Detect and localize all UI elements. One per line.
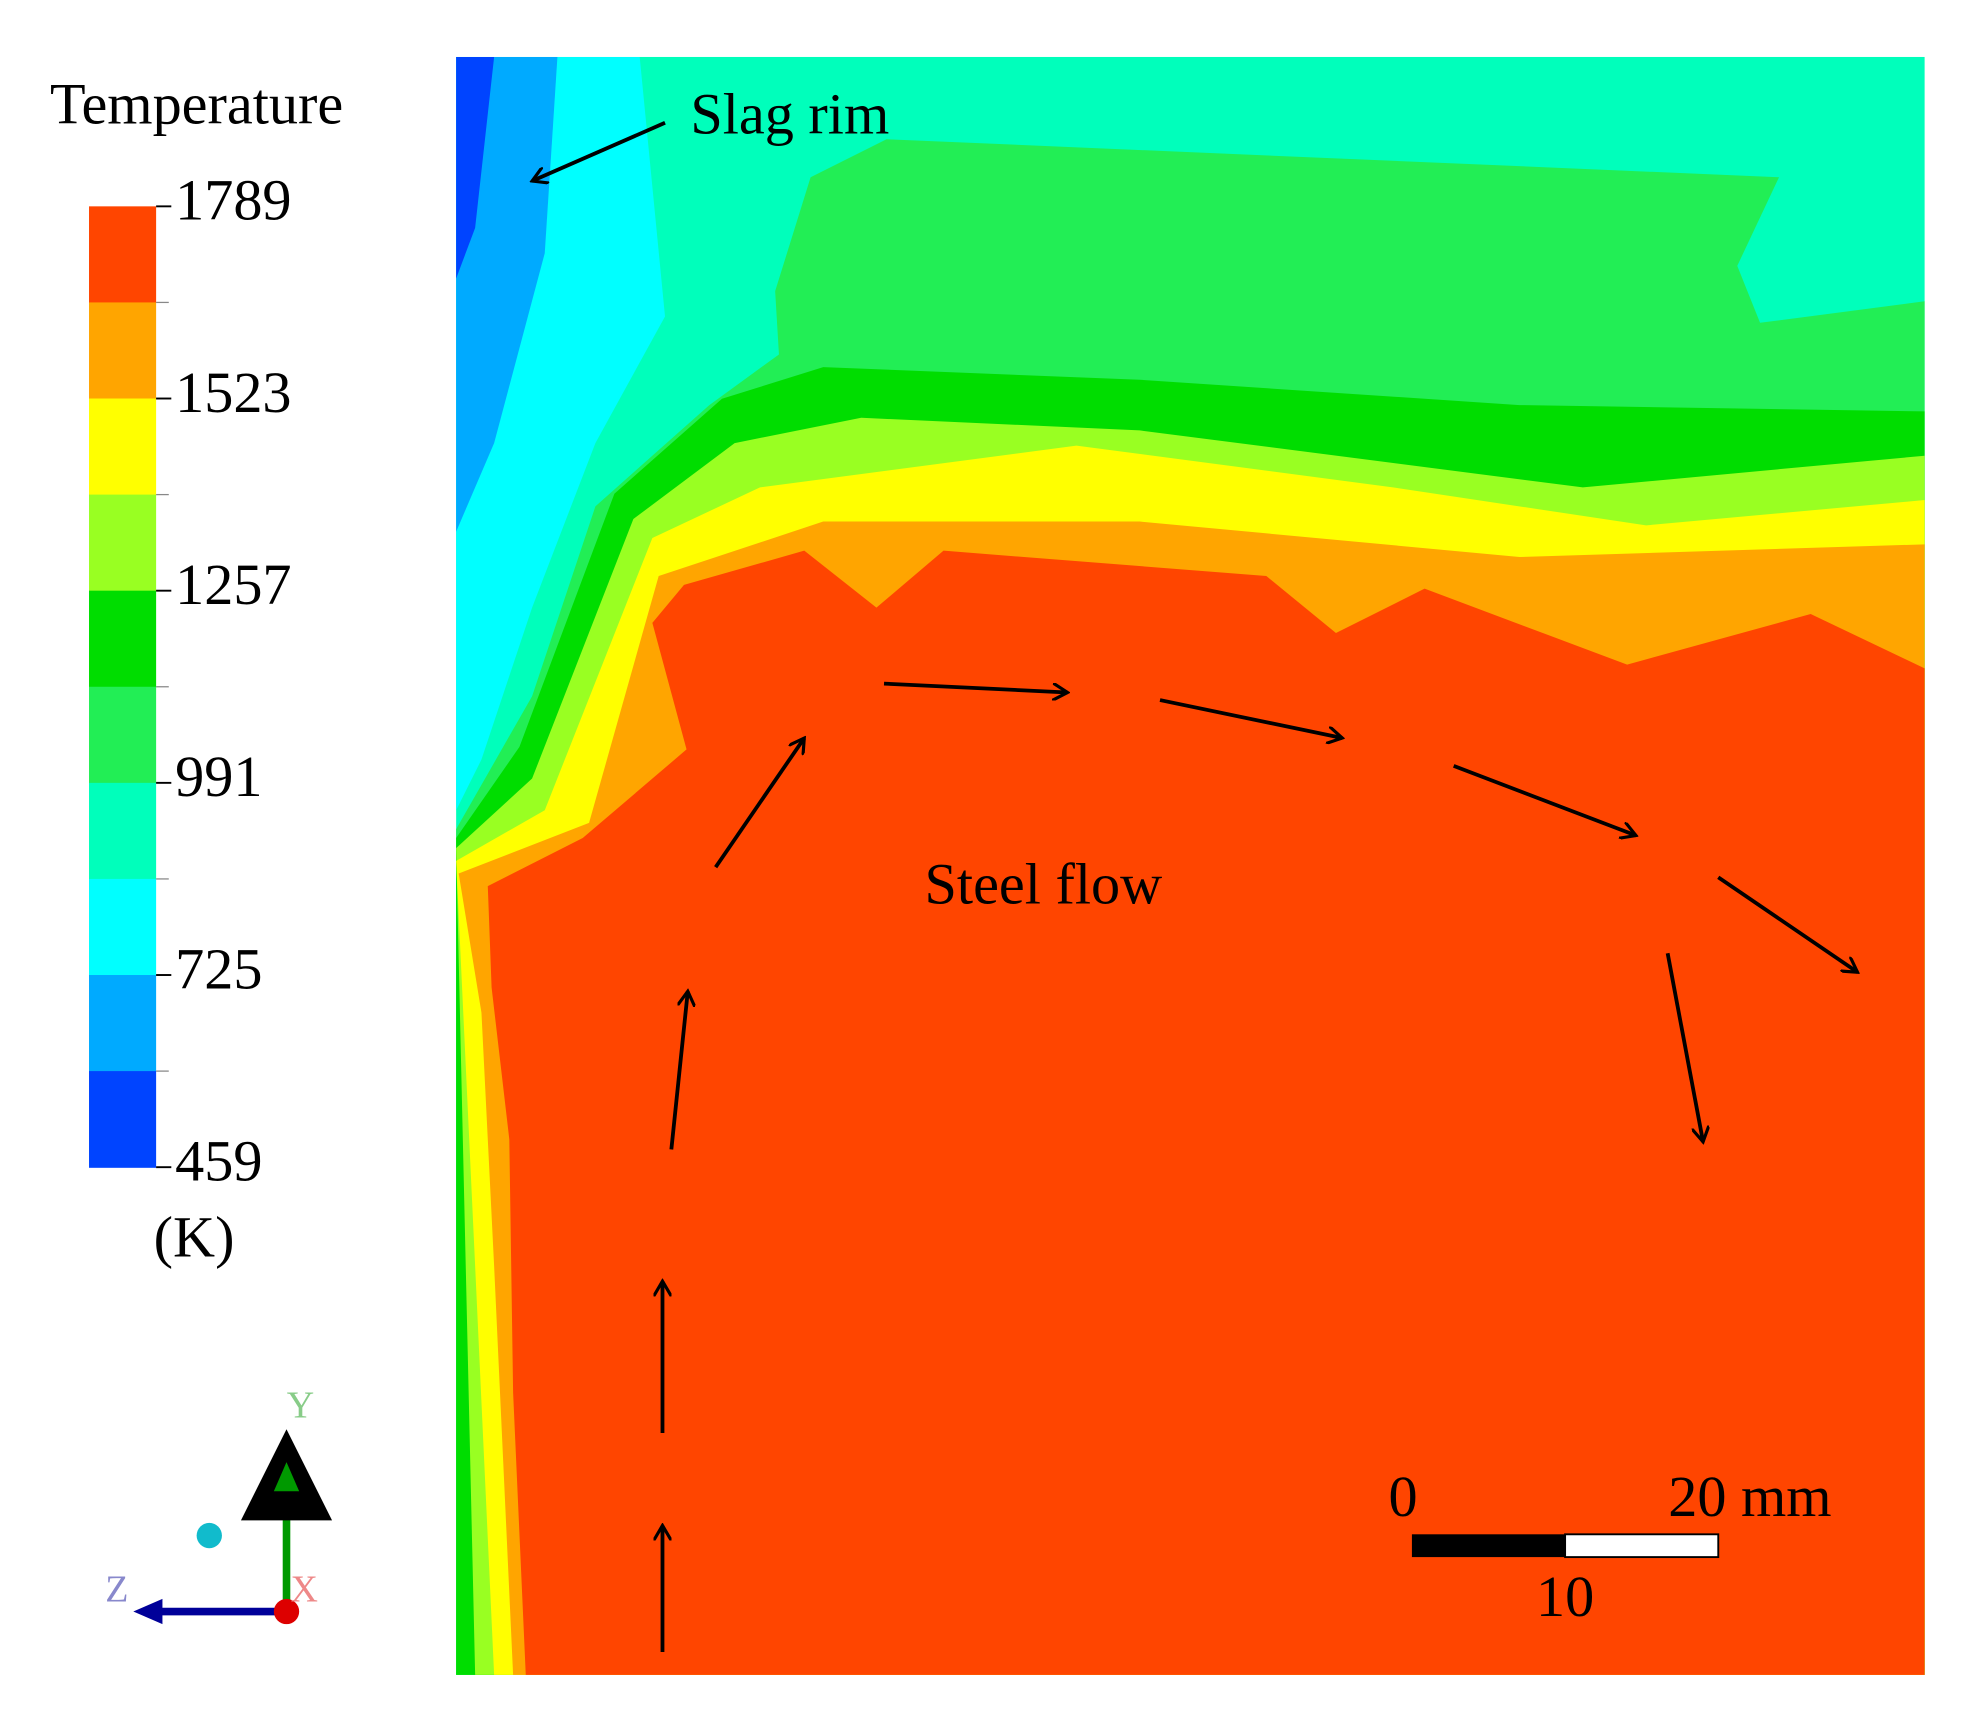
colorbar-band [89,686,157,784]
colorbar-band [89,782,157,880]
colorbar: 1789 1523 1257 991 725 459 [89,168,292,1194]
scale-start: 0 [1388,1464,1417,1529]
axis-y-label: Y [287,1385,314,1427]
scale-bar: 0 20 mm 10 [1388,1464,1831,1629]
contour-plot [456,56,1925,1675]
colorbar-band [89,398,157,496]
steel-flow-label: Steel flow [925,851,1163,916]
colorbar-tick-label: 459 [175,1129,262,1194]
axis-triad: Y Z X [105,1385,333,1625]
legend-unit: (K) [154,1204,235,1269]
colorbar-band [89,1071,157,1168]
colorbar-tick-label: 1257 [175,552,291,617]
colorbar-band [89,590,157,688]
legend-title: Temperature [50,71,343,136]
slag-rim-label: Slag rim [690,82,889,147]
colorbar-tick-label: 1523 [175,360,291,425]
colorbar-band [89,494,157,592]
colorbar-tick-label: 725 [175,936,262,1001]
axis-x-label: X [291,1568,318,1610]
colorbar-band [89,878,157,976]
colorbar-tick-label: 991 [175,744,262,809]
scale-mid: 10 [1536,1564,1594,1629]
colorbar-band [89,302,157,400]
colorbar-band [89,206,157,304]
axis-z-label: Z [105,1568,128,1610]
colorbar-tick-label: 1789 [175,168,291,233]
scale-end: 20 mm [1668,1464,1831,1529]
flow-arrows [532,121,1857,1653]
colorbar-band [89,975,157,1072]
